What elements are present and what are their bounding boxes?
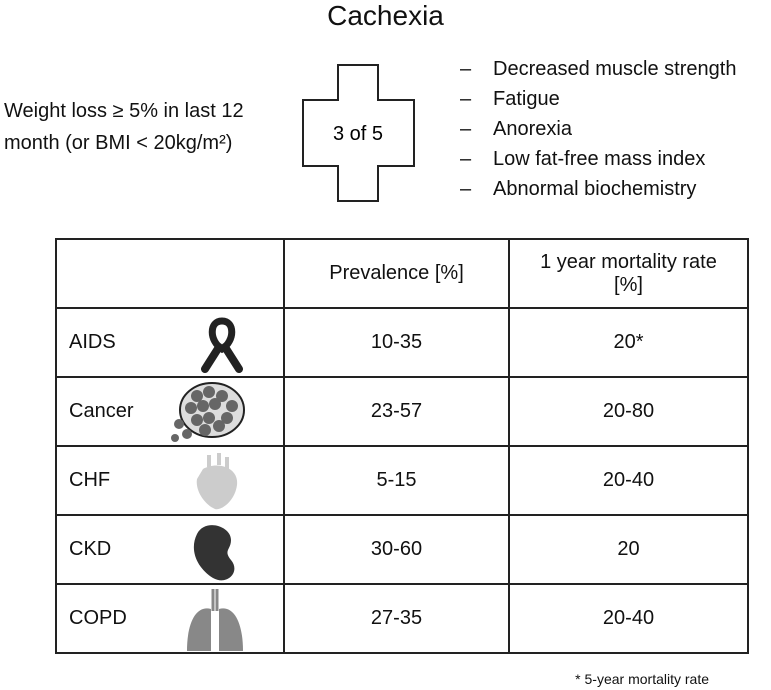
value-cell: 30-60 (283, 514, 510, 585)
disease-cell: Cancer (55, 376, 285, 447)
kidney-icon (193, 525, 235, 581)
value-cell: 10-35 (283, 307, 510, 378)
table-row: CHF 5-15 20-40 (55, 445, 749, 516)
value-cell: 23-57 (283, 376, 510, 447)
value-cell: 20* (508, 307, 749, 378)
disease-name: CHF (69, 469, 111, 491)
disease-name: Cancer (69, 400, 134, 422)
value-cell: 5-15 (283, 445, 510, 516)
dash: – (460, 118, 472, 140)
major-criterion: Weight loss ≥ 5% in last 12 (4, 100, 244, 122)
header-cell: Prevalence [%] (283, 238, 510, 309)
header-cell: 1 year mortality rate [%] (508, 238, 749, 309)
disease-cell: CKD (55, 514, 285, 585)
value-cell: 20-40 (508, 445, 749, 516)
value-cell: 27-35 (283, 583, 510, 654)
table: Prevalence [%] 1 year mortality rate [%]… (55, 238, 749, 654)
heart-icon (196, 453, 238, 510)
minor-criterion: Decreased muscle strength (493, 58, 737, 80)
dash: – (460, 148, 472, 170)
header-cell (55, 238, 285, 309)
rule: 3 of 5 (333, 123, 383, 145)
minor-criterion: Fatigue (493, 88, 560, 110)
minor-criterion: Abnormal biochemistry (493, 178, 697, 200)
disease-name: AIDS (69, 331, 116, 353)
minor-criterion: Anorexia (493, 118, 572, 140)
table-row: CKD 30-60 20 (55, 514, 749, 585)
disease-cell: COPD (55, 583, 285, 654)
cross-shape: 3 of 5 (302, 64, 415, 202)
dash: – (460, 88, 472, 110)
footnote: * 5-year mortality rate (575, 671, 709, 687)
value-cell: 20-80 (508, 376, 749, 447)
major-criterion: month (or BMI < 20kg/m²) (4, 132, 233, 154)
disease-cell: CHF (55, 445, 285, 516)
table-row: AIDS 10-35 20* (55, 307, 749, 378)
title: Cachexia (327, 0, 444, 31)
minor-criterion: Low fat-free mass index (493, 148, 706, 170)
value-cell: 20 (508, 514, 749, 585)
dash: – (460, 178, 472, 200)
dash: – (460, 58, 472, 80)
table-row: COPD 27-35 20-40 (55, 583, 749, 654)
lungs-icon (187, 589, 243, 651)
disease-cell: AIDS (55, 307, 285, 378)
table-row: Cancer 23-57 20-80 (55, 376, 749, 447)
value-cell: 20-40 (508, 583, 749, 654)
ribbon-icon (201, 317, 243, 373)
cancer-icon (171, 382, 245, 442)
disease-name: CKD (69, 538, 112, 560)
disease-name: COPD (69, 607, 127, 629)
